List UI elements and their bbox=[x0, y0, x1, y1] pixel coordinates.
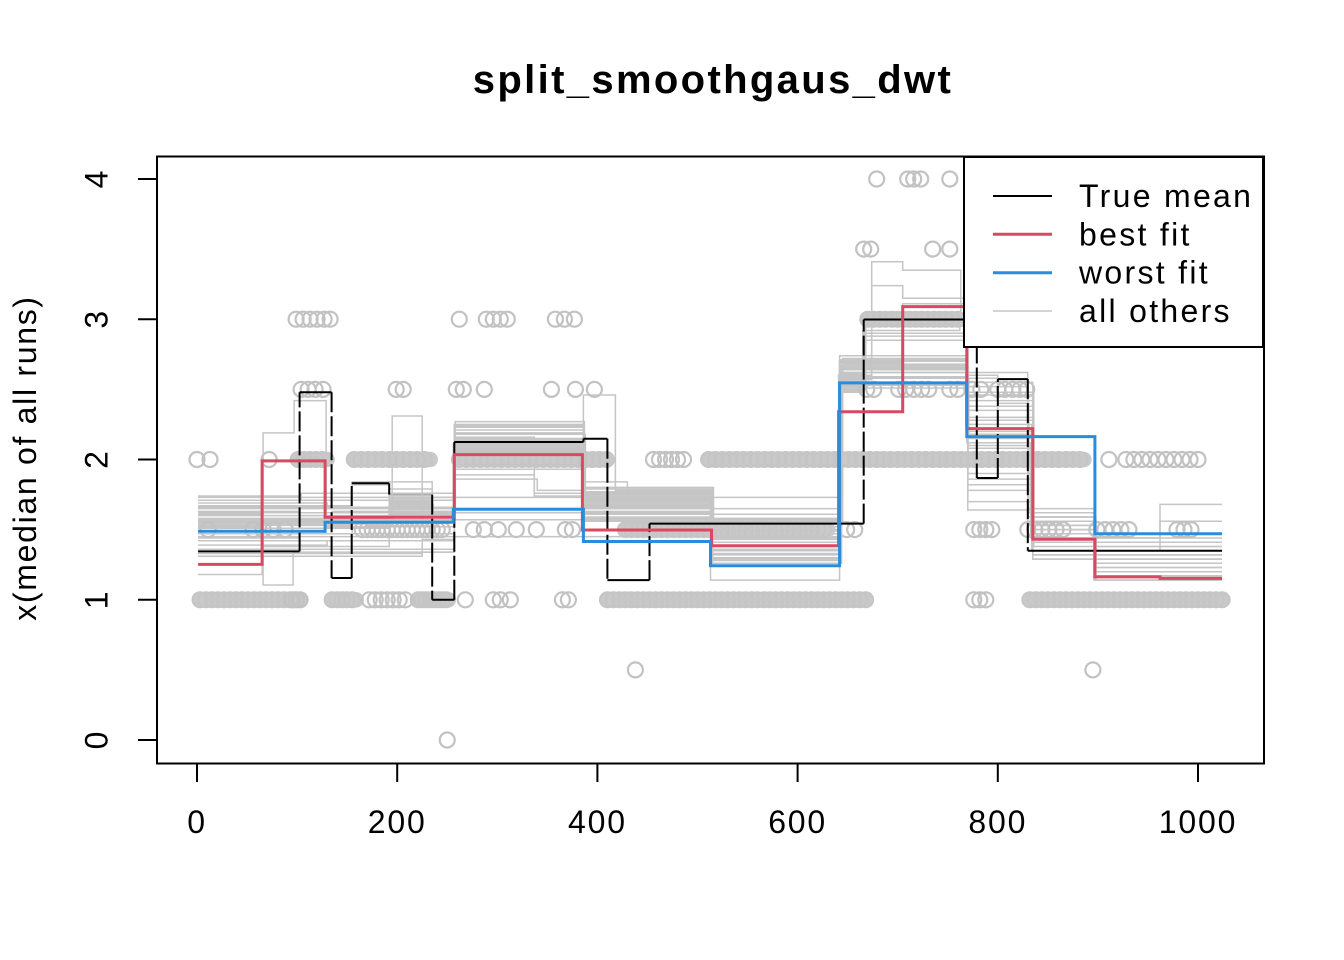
svg-text:1: 1 bbox=[78, 590, 114, 609]
svg-text:400: 400 bbox=[568, 804, 627, 840]
svg-text:worst fit: worst fit bbox=[1078, 255, 1210, 291]
svg-text:1000: 1000 bbox=[1159, 804, 1237, 840]
svg-text:600: 600 bbox=[768, 804, 827, 840]
svg-text:2: 2 bbox=[78, 450, 114, 469]
svg-text:800: 800 bbox=[968, 804, 1027, 840]
svg-text:4: 4 bbox=[78, 170, 114, 189]
svg-text:200: 200 bbox=[368, 804, 427, 840]
svg-text:3: 3 bbox=[78, 310, 114, 329]
svg-text:split_smoothgaus_dwt: split_smoothgaus_dwt bbox=[473, 58, 953, 102]
svg-text:0: 0 bbox=[187, 804, 207, 840]
svg-text:x(median of all runs): x(median of all runs) bbox=[7, 295, 43, 621]
svg-text:0: 0 bbox=[78, 731, 114, 750]
svg-text:True mean: True mean bbox=[1079, 178, 1253, 214]
svg-text:all others: all others bbox=[1079, 293, 1232, 329]
svg-text:best fit: best fit bbox=[1079, 216, 1192, 252]
